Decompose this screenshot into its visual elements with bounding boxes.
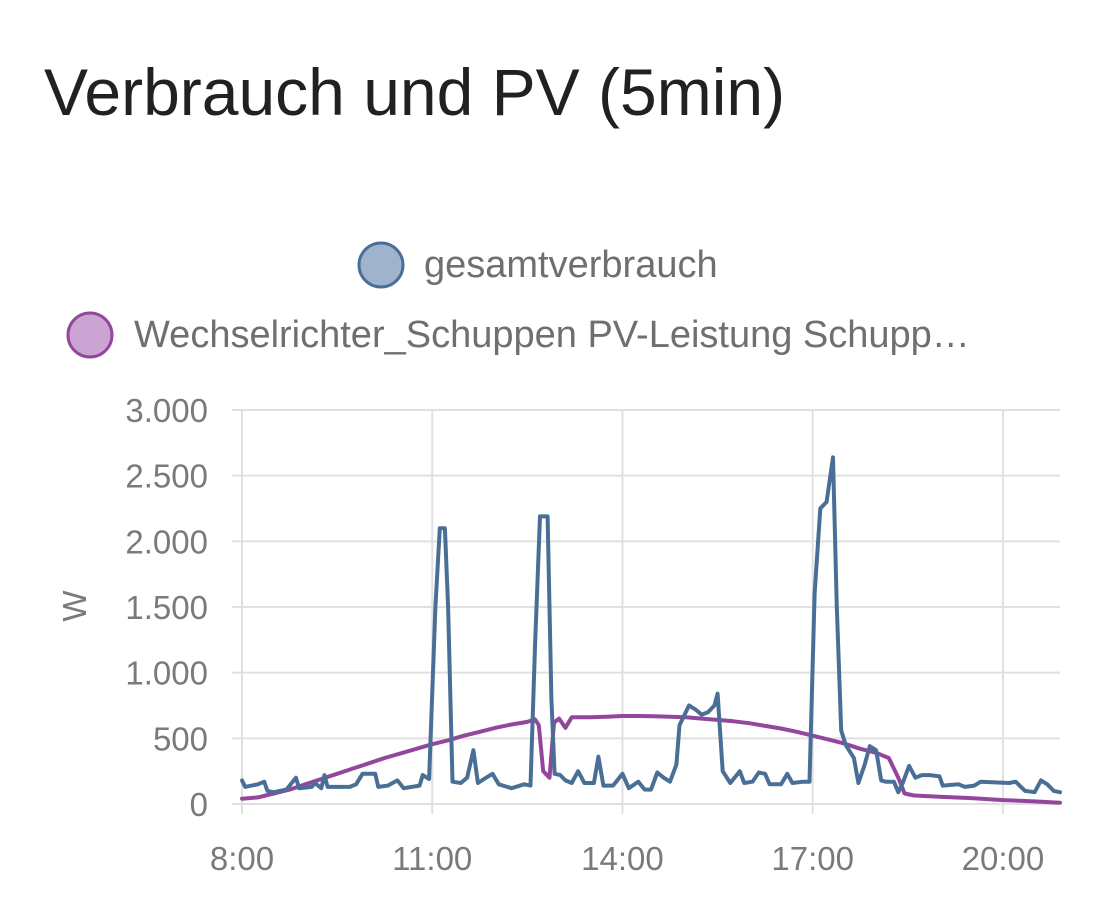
legend-label-gesamtverbrauch: gesamtverbrauch xyxy=(424,244,718,286)
legend-marker-gesamtverbrauch xyxy=(357,241,405,289)
y-tick-label: 3.000 xyxy=(125,392,208,429)
y-tick-label: 2.500 xyxy=(125,458,208,495)
series-lines xyxy=(240,455,1062,805)
legend-item-pv-leistung[interactable]: Wechselrichter_Schuppen PV-Leistung Schu… xyxy=(66,311,970,359)
legend[interactable]: gesamtverbrauch Wechselrichter_Schuppen … xyxy=(66,241,970,359)
legend-marker-pv-leistung xyxy=(66,311,114,359)
legend-label-pv-leistung: Wechselrichter_Schuppen PV-Leistung Schu… xyxy=(134,314,970,356)
x-axis: 8:00 11:00 14:00 17:00 20:00 xyxy=(210,840,1044,877)
y-tick-label: 1.000 xyxy=(125,655,208,692)
x-tick-label: 8:00 xyxy=(210,840,274,877)
x-tick-label: 11:00 xyxy=(392,840,472,877)
x-tick-label: 17:00 xyxy=(771,840,854,877)
y-axis: 0 500 1.000 1.500 2.000 2.500 3.000 xyxy=(125,392,208,823)
y-tick-label: 1.500 xyxy=(125,589,208,626)
legend-item-gesamtverbrauch[interactable]: gesamtverbrauch xyxy=(357,241,718,289)
series-line-gesamtverbrauch xyxy=(240,455,1062,795)
grid xyxy=(232,409,1060,814)
x-tick-label: 14:00 xyxy=(581,840,664,877)
card-title: Verbrauch und PV (5min) xyxy=(44,55,786,129)
y-axis-label: W xyxy=(56,590,93,622)
y-tick-label: 0 xyxy=(190,786,208,823)
y-tick-label: 500 xyxy=(153,720,208,757)
y-tick-label: 2.000 xyxy=(125,523,208,560)
x-tick-label: 20:00 xyxy=(962,840,1045,877)
